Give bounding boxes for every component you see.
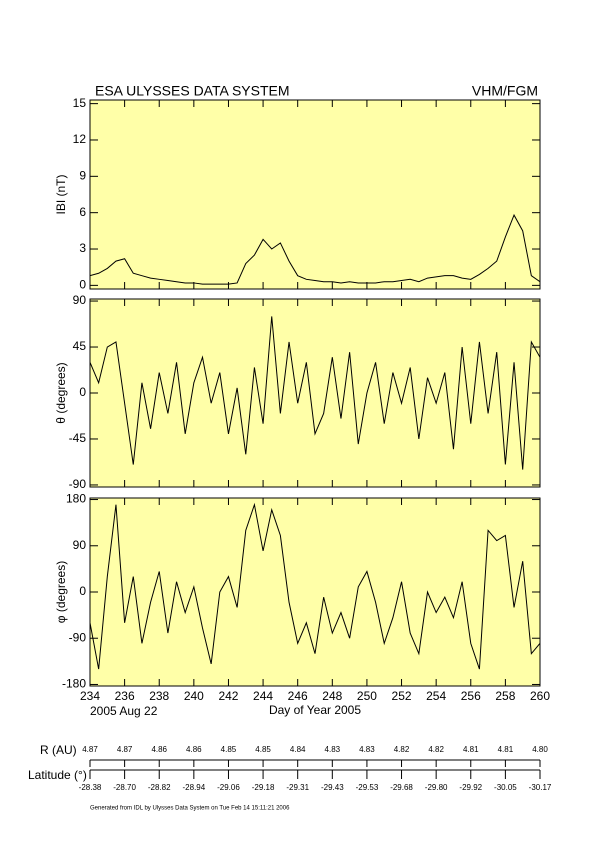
lat-value: -30.17 — [529, 783, 552, 792]
y-axis-label: IBI (nT) — [54, 174, 68, 214]
x-tick-label: 258 — [495, 689, 515, 703]
y-tick-label: 90 — [73, 538, 87, 552]
x-tick-label: 256 — [461, 689, 481, 703]
lat-value: -29.80 — [425, 783, 448, 792]
y-tick-label: 180 — [66, 492, 86, 506]
y-tick-label: -180 — [62, 677, 86, 691]
plot-area — [89, 99, 541, 290]
x-tick-label: 246 — [288, 689, 308, 703]
x-tick-label: 252 — [392, 689, 412, 703]
x-tick-label: 260 — [530, 689, 550, 703]
r-value: 4.81 — [463, 745, 479, 754]
y-tick-label: 0 — [79, 385, 86, 399]
r-value: 4.83 — [359, 745, 375, 754]
plot-area — [89, 298, 541, 488]
y-tick-label: 12 — [73, 132, 87, 146]
lat-value: -29.06 — [217, 783, 240, 792]
plot-area — [89, 497, 541, 687]
title: ESA ULYSSES DATA SYSTEM — [95, 83, 290, 99]
x-tick-label: 238 — [149, 689, 169, 703]
y-tick-label: -45 — [69, 431, 87, 445]
latitude-label: Latitude (°) — [28, 768, 87, 782]
r-value: 4.85 — [255, 745, 271, 754]
y-tick-label: 90 — [73, 293, 87, 307]
r-value: 4.81 — [498, 745, 514, 754]
start-date: 2005 Aug 22 — [90, 704, 158, 718]
lat-value: -28.94 — [183, 783, 206, 792]
y-tick-label: 15 — [73, 96, 87, 110]
lat-value: -29.92 — [459, 783, 482, 792]
y-tick-label: 0 — [79, 584, 86, 598]
lat-value: -28.82 — [148, 783, 171, 792]
r-value: 4.84 — [290, 745, 306, 754]
y-tick-label: 9 — [79, 168, 86, 182]
lat-value: -29.31 — [286, 783, 309, 792]
y-tick-label: -90 — [69, 477, 87, 491]
y-tick-label: 0 — [79, 278, 86, 292]
lat-value: -29.53 — [356, 783, 379, 792]
x-tick-label: 254 — [426, 689, 446, 703]
r-value: 4.82 — [394, 745, 410, 754]
y-axis-label: θ (degrees) — [54, 362, 68, 423]
instrument: VHM/FGM — [472, 83, 538, 99]
lat-value: -30.05 — [494, 783, 517, 792]
x-tick-label: 248 — [322, 689, 342, 703]
r-label: R (AU) — [40, 743, 77, 757]
y-tick-label: 3 — [79, 241, 86, 255]
x-tick-label: 236 — [115, 689, 135, 703]
y-tick-label: 45 — [73, 339, 87, 353]
lat-value: -29.43 — [321, 783, 344, 792]
x-axis-label: Day of Year 2005 — [269, 703, 361, 717]
lat-value: -29.68 — [390, 783, 413, 792]
y-tick-label: -90 — [69, 630, 87, 644]
footer: Generated from IDL by Ulysses Data Syste… — [90, 806, 290, 812]
data-line — [90, 502, 540, 670]
y-tick-label: 6 — [79, 205, 86, 219]
x-tick-label: 234 — [80, 689, 100, 703]
lat-value: -28.70 — [113, 783, 136, 792]
r-value: 4.87 — [117, 745, 133, 754]
x-tick-label: 250 — [357, 689, 377, 703]
data-line — [90, 213, 540, 285]
r-value: 4.85 — [221, 745, 237, 754]
x-tick-label: 244 — [253, 689, 273, 703]
lat-value: -28.38 — [79, 783, 102, 792]
r-value: 4.82 — [428, 745, 444, 754]
r-value: 4.80 — [532, 745, 548, 754]
r-value: 4.86 — [186, 745, 202, 754]
r-value: 4.87 — [82, 745, 98, 754]
r-value: 4.83 — [325, 745, 341, 754]
data-line — [90, 316, 540, 470]
x-tick-label: 240 — [184, 689, 204, 703]
lat-value: -29.18 — [252, 783, 275, 792]
x-tick-label: 242 — [218, 689, 238, 703]
r-value: 4.86 — [151, 745, 167, 754]
y-axis-label: φ (degrees) — [54, 561, 68, 623]
